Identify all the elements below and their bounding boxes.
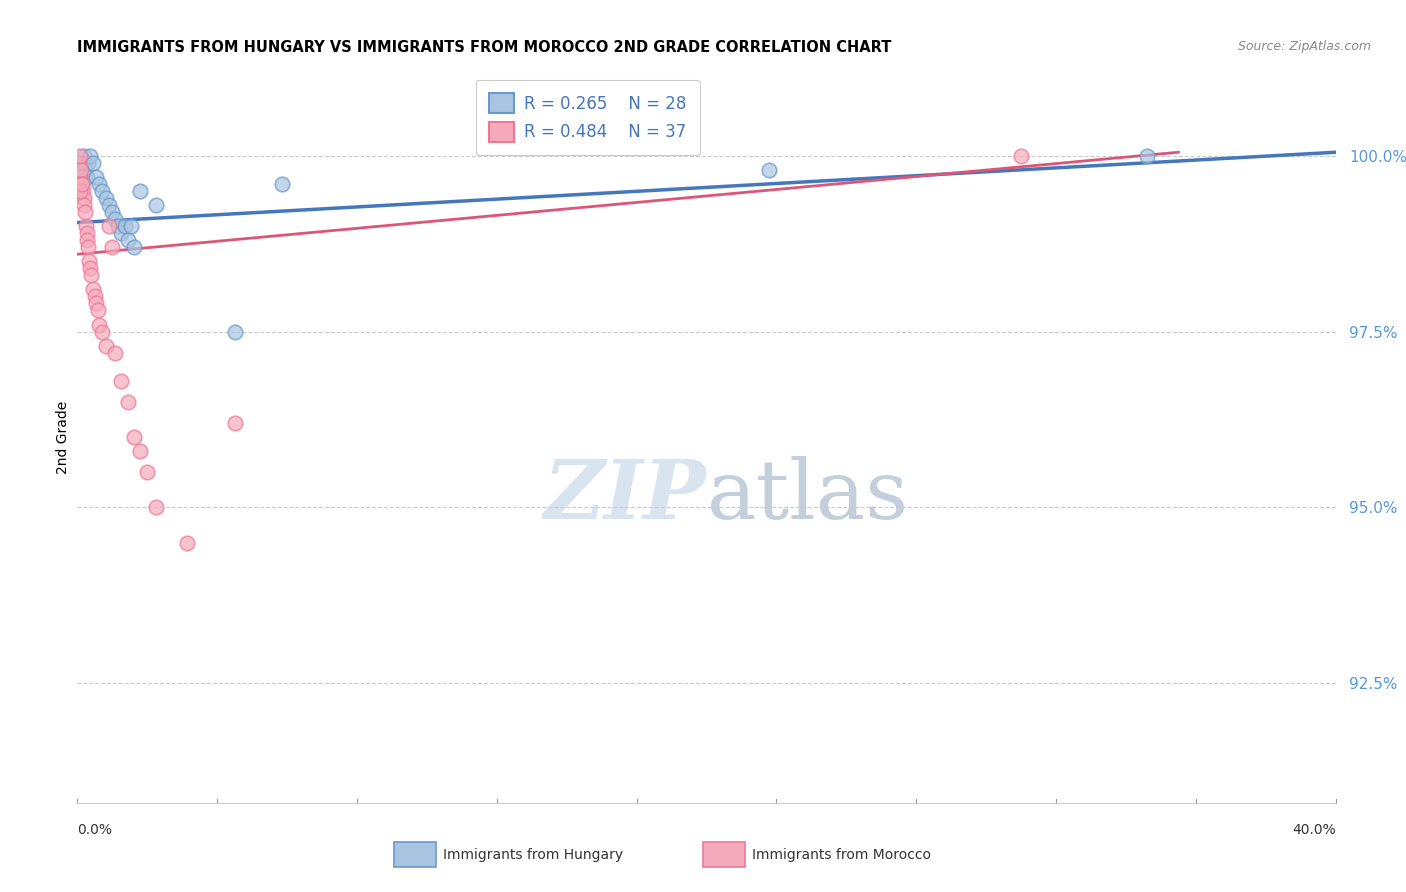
Point [114, 219, 136, 233]
Point [77, 155, 100, 169]
Point [73, 198, 96, 212]
Point [107, 219, 129, 233]
Text: atlas: atlas [707, 456, 908, 535]
Point [67, 155, 90, 169]
Point [84, 296, 107, 310]
Point [135, 465, 157, 479]
Text: Source: ZipAtlas.com: Source: ZipAtlas.com [1237, 40, 1371, 54]
Point [104, 345, 127, 359]
Point [94, 191, 117, 205]
Point [129, 184, 152, 198]
Point [79, 254, 101, 268]
Text: ZIP: ZIP [544, 456, 707, 535]
Point [69, 149, 91, 163]
Point [72, 191, 94, 205]
Point [72, 184, 94, 198]
Point [76, 169, 98, 184]
Point [120, 219, 142, 233]
Point [79, 261, 101, 276]
Point [75, 162, 97, 177]
Point [94, 339, 117, 353]
Point [76, 226, 98, 240]
Point [145, 198, 167, 212]
Legend: R = 0.265    N = 28, R = 0.484    N = 37: R = 0.265 N = 28, R = 0.484 N = 37 [475, 79, 700, 155]
Point [70, 162, 93, 177]
Point [70, 177, 93, 191]
Point [79, 149, 101, 163]
Point [82, 155, 104, 169]
Point [97, 198, 120, 212]
Point [70, 155, 93, 169]
Text: Immigrants from Morocco: Immigrants from Morocco [752, 847, 931, 862]
Point [176, 535, 198, 549]
Point [69, 184, 91, 198]
Point [1136, 149, 1159, 163]
Point [117, 233, 139, 247]
Point [82, 282, 104, 296]
Point [224, 416, 246, 430]
Point [122, 240, 145, 254]
Point [89, 318, 111, 332]
Point [145, 500, 167, 515]
Point [70, 177, 93, 191]
Point [67, 184, 90, 198]
Point [91, 184, 114, 198]
Point [69, 169, 91, 184]
Y-axis label: 2nd Grade: 2nd Grade [56, 401, 70, 474]
Point [75, 205, 97, 219]
Text: 40.0%: 40.0% [1292, 823, 1336, 837]
Point [101, 240, 124, 254]
Point [758, 162, 780, 177]
Point [104, 212, 127, 227]
Point [72, 149, 94, 163]
Point [122, 430, 145, 444]
Point [129, 444, 152, 458]
Point [110, 374, 132, 388]
Point [1010, 149, 1032, 163]
Text: Immigrants from Hungary: Immigrants from Hungary [443, 847, 623, 862]
Point [76, 233, 98, 247]
Point [69, 162, 91, 177]
Point [97, 219, 120, 233]
Point [91, 325, 114, 339]
Point [77, 240, 100, 254]
Point [84, 169, 107, 184]
Point [224, 325, 246, 339]
Point [270, 177, 292, 191]
Point [101, 205, 124, 219]
Point [110, 226, 132, 240]
Point [75, 219, 97, 233]
Point [80, 268, 103, 283]
Text: IMMIGRANTS FROM HUNGARY VS IMMIGRANTS FROM MOROCCO 2ND GRADE CORRELATION CHART: IMMIGRANTS FROM HUNGARY VS IMMIGRANTS FR… [77, 40, 891, 55]
Point [87, 303, 110, 318]
Point [117, 395, 139, 409]
Point [83, 289, 105, 303]
Text: 0.0%: 0.0% [77, 823, 112, 837]
Point [89, 177, 111, 191]
